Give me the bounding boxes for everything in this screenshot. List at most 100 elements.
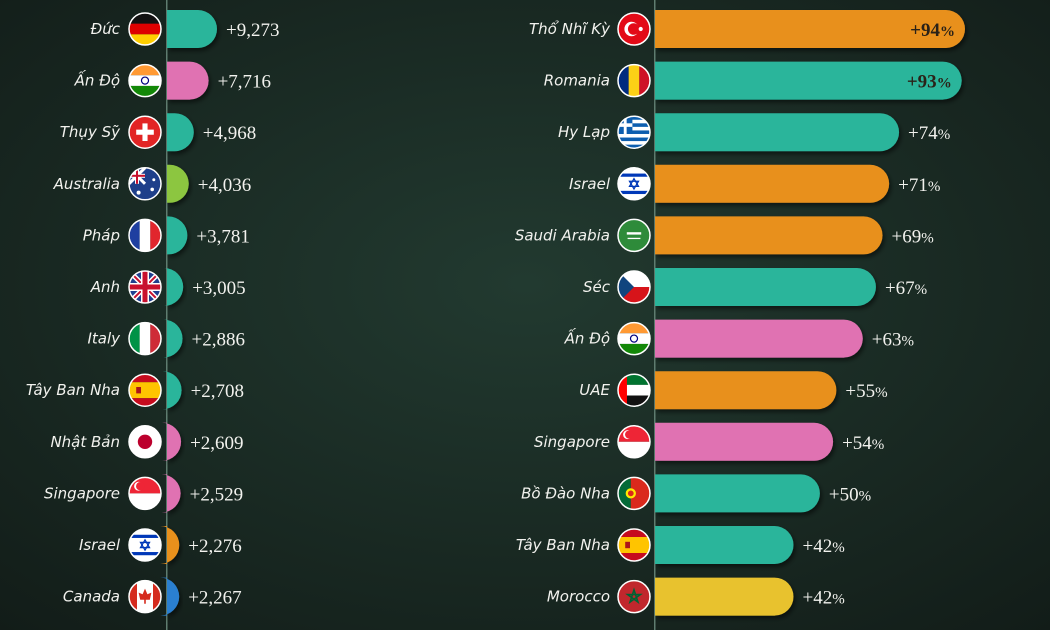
romania-flag (617, 63, 651, 98)
bar-row: Thụy Sỹ +4,968 (60, 113, 256, 152)
value-label: +3,005 (192, 278, 245, 299)
bar-row: Anh +3,005 (90, 268, 246, 306)
value-label: +69% (892, 226, 934, 247)
bar-row: Saudi Arabia +69% (515, 216, 934, 255)
value-label: +55% (845, 381, 887, 402)
bar-row: Bồ Đào Nha +50% (521, 474, 871, 513)
value-label: +7,716 (218, 72, 271, 93)
category-label: Canada (63, 588, 120, 606)
bar-row: Ấn Độ +63% (564, 319, 914, 358)
category-label: Tây Ban Nha (26, 381, 120, 399)
value-label: +2,529 (190, 484, 243, 505)
bar (655, 61, 962, 100)
category-label: Singapore (534, 433, 610, 451)
uk-flag (128, 270, 162, 304)
bar-row: Italy +2,886 (87, 319, 245, 358)
turkey-flag (617, 12, 651, 46)
singapore-flag (617, 425, 651, 459)
bar (655, 474, 820, 513)
bar-row: UAE +55% (579, 371, 888, 410)
bar-row: Singapore +54% (534, 422, 884, 461)
bar-row: Hy Lạp +74% (558, 113, 950, 152)
category-label: Ấn Độ (564, 327, 610, 348)
bar-row: Singapore +2,529 (44, 474, 243, 513)
category-label: Thụy Sỹ (60, 123, 121, 141)
bar (167, 113, 194, 152)
category-label: Singapore (44, 484, 120, 502)
bar (167, 164, 189, 203)
right-axis-line (654, 0, 656, 630)
category-label: Israel (79, 536, 121, 554)
category-label: Thổ Nhĩ Kỳ (529, 20, 611, 38)
czech-flag (617, 270, 651, 304)
category-label: Saudi Arabia (515, 226, 610, 244)
left-axis-line (166, 0, 168, 630)
bar-row: Romania +93% (544, 61, 962, 100)
category-label: Anh (90, 278, 120, 296)
category-label: Pháp (83, 226, 120, 244)
bar-row: Ấn Độ +7,716 (74, 61, 271, 100)
category-label: Israel (569, 175, 611, 193)
spain-flag (617, 528, 651, 562)
bar-row: Israel +2,276 (79, 526, 242, 564)
category-label: Séc (583, 278, 611, 296)
bar (655, 216, 883, 255)
bar (164, 268, 184, 306)
category-label: Italy (87, 330, 121, 348)
bar (655, 577, 794, 616)
value-label: +9,273 (226, 20, 279, 41)
greece-flag (617, 115, 651, 149)
japan-flag (128, 425, 162, 459)
bar (655, 10, 965, 48)
value-label: +4,968 (203, 123, 256, 144)
singapore-flag (128, 476, 162, 511)
category-label: UAE (579, 381, 610, 399)
bar-row: Tây Ban Nha +2,708 (26, 371, 244, 410)
bar-row: Canada +2,267 (63, 577, 242, 616)
category-label: Ấn Độ (74, 69, 120, 90)
category-label: Tây Ban Nha (516, 536, 610, 554)
left-chart: Đức +9,273 Ấn Độ +7,716 Thụy Sỹ +4,968 Austral… (26, 10, 279, 616)
saudi-arabia-flag (617, 218, 651, 253)
india-flag (128, 63, 162, 98)
bar (655, 268, 876, 306)
bar (655, 371, 837, 410)
bar (160, 526, 180, 564)
germany-flag (128, 12, 162, 46)
bar (655, 164, 890, 203)
bar-row: Séc +67% (583, 268, 927, 306)
italy-flag (128, 321, 162, 356)
uae-flag (617, 373, 651, 407)
value-label: +2,708 (191, 381, 244, 402)
morocco-flag (617, 579, 651, 614)
value-label: +54% (842, 433, 884, 454)
bar (655, 113, 900, 152)
category-label: Australia (53, 175, 120, 193)
bar (655, 422, 834, 461)
bar (167, 10, 217, 48)
value-label: +2,276 (188, 536, 241, 557)
value-label: +3,781 (196, 226, 249, 247)
bar-row: Morocco +42% (547, 577, 845, 616)
value-label: +2,267 (188, 588, 241, 609)
value-label: +50% (829, 484, 871, 505)
bar (655, 319, 863, 358)
bar-row: Tây Ban Nha +42% (516, 526, 845, 564)
bar (160, 577, 180, 616)
category-label: Bồ Đào Nha (521, 484, 610, 502)
bar (167, 216, 188, 255)
bar (161, 474, 181, 513)
france-flag (128, 218, 162, 253)
value-label: +2,609 (190, 433, 243, 454)
switzerland-flag (128, 115, 162, 149)
bar-row: Nhật Bản +2,609 (50, 422, 244, 461)
bar-row: Đức +9,273 (91, 10, 279, 48)
value-label: +94% (910, 20, 955, 41)
spain-flag (128, 373, 162, 407)
bar-row: Pháp +3,781 (83, 216, 250, 255)
value-label: +67% (885, 278, 927, 299)
value-label: +4,036 (198, 175, 251, 196)
bar (163, 319, 183, 358)
